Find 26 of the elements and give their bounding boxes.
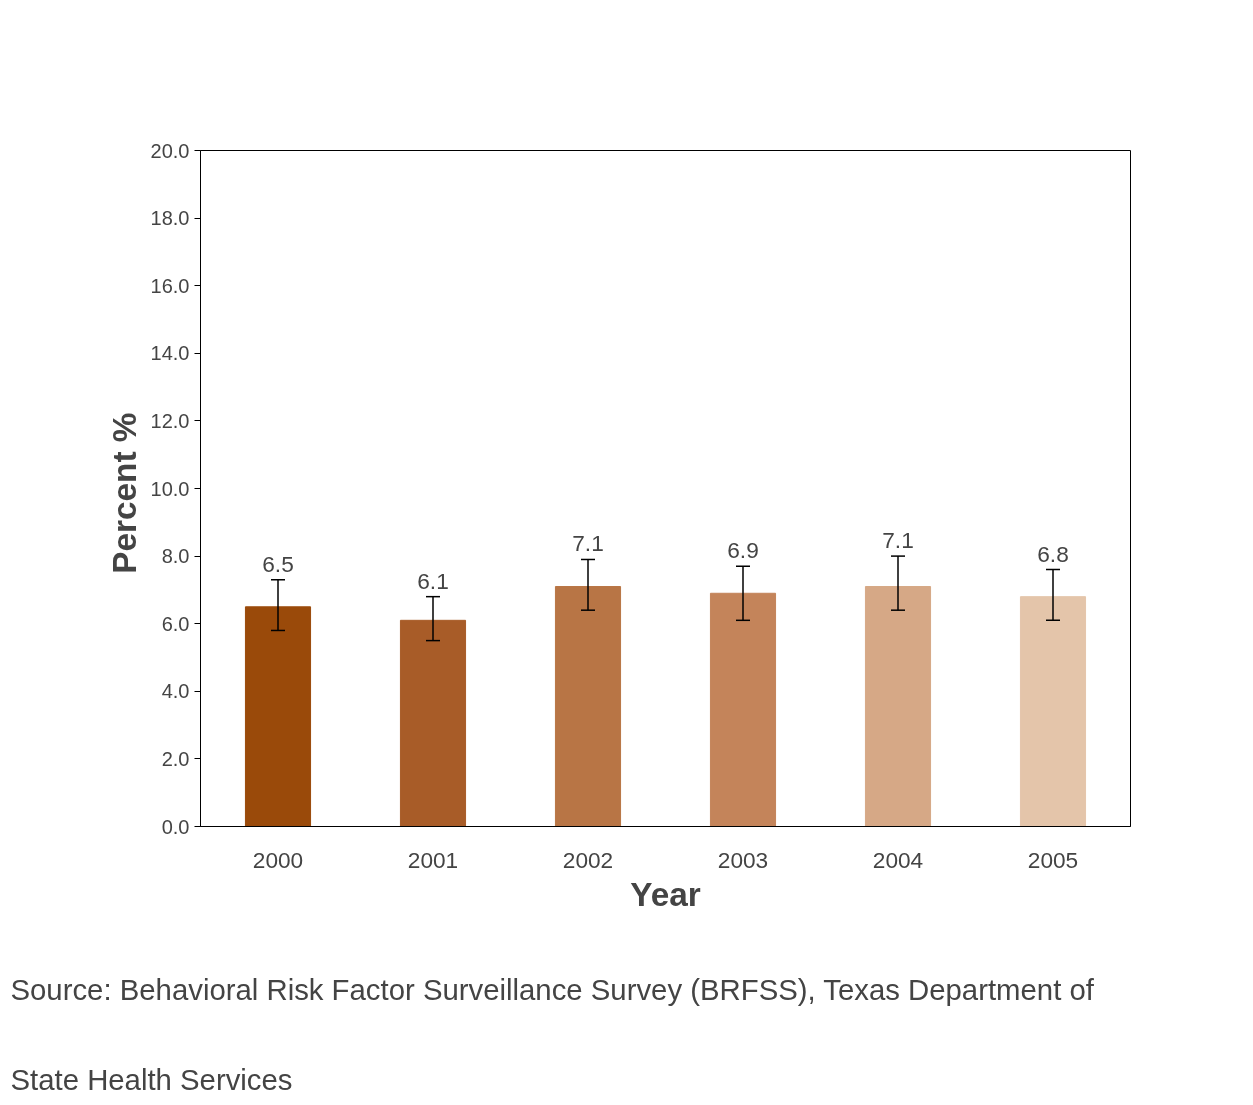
x-tick-label: 2000 [252, 846, 304, 873]
text: Source: Behavioral Risk Factor Surveillance Survey (BRFSS), Texas Department of State Health Services [10, 972, 1094, 1096]
data-label: 6.9 [727, 537, 759, 564]
y-tick-label: 16.0 [150, 274, 190, 297]
y-tick-label: 2.0 [161, 747, 190, 770]
y-tick-label: 14.0 [150, 342, 190, 365]
x-tick-label: 2004 [872, 846, 924, 873]
x-axis-title: Year [630, 875, 701, 913]
y-tick-label: 0.0 [161, 815, 190, 838]
data-label: 6.5 [262, 550, 294, 577]
data-label: 6.1 [417, 567, 449, 594]
y-tick-label: 18.0 [150, 207, 190, 230]
data-label: 7.1 [882, 527, 914, 554]
y-tick-label: 8.0 [161, 545, 190, 568]
x-tick-label: 2001 [407, 846, 459, 873]
data-label: 6.8 [1037, 540, 1069, 567]
y-tick-label: 4.0 [161, 680, 190, 703]
x-tick-label: 2002 [562, 846, 614, 873]
data-label: 7.1 [572, 530, 604, 557]
x-tick-label: 2005 [1027, 846, 1079, 873]
y-tick-label: 20.0 [150, 139, 190, 162]
y-tick-label: 6.0 [161, 612, 190, 635]
y-tick-label: 12.0 [150, 409, 190, 432]
y-tick-label: 10.0 [150, 477, 190, 500]
y-axis-title: Percent % [105, 412, 143, 574]
x-tick-label: 2003 [717, 846, 769, 873]
